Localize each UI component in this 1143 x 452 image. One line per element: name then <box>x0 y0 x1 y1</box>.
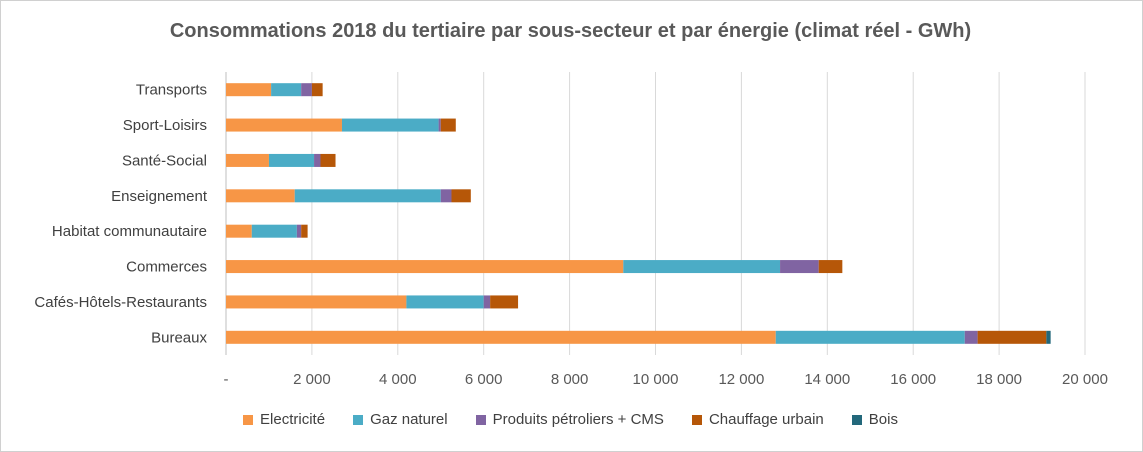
bar-segment <box>1046 330 1051 344</box>
bar-segment <box>271 83 302 97</box>
bar-segment <box>301 224 308 238</box>
bar-segment <box>226 118 342 132</box>
legend-label: Chauffage urbain <box>708 411 824 428</box>
legend-label: Electricité <box>260 411 326 428</box>
bar-segment <box>440 118 456 132</box>
category-label: Santé-Social <box>122 152 207 169</box>
bar-segment <box>226 224 252 238</box>
bar-segment <box>294 189 441 203</box>
bar-segment <box>341 118 439 132</box>
category-label: Commerces <box>126 259 207 276</box>
category-label: Enseignement <box>111 188 208 205</box>
legend-swatch <box>851 414 862 425</box>
bar-segment <box>964 330 978 344</box>
legend-item: Bois <box>851 411 898 428</box>
bar-segment <box>406 295 484 309</box>
legend-item: Produits pétroliers + CMS <box>475 411 664 428</box>
bar-segment <box>226 330 776 344</box>
legend-swatch <box>243 414 254 425</box>
bar-segment <box>438 118 441 132</box>
bar-segment <box>226 83 272 97</box>
bar-segment <box>226 260 624 274</box>
x-tick-label: 10 000 <box>633 371 679 388</box>
bar-segment <box>311 83 323 97</box>
bar-segment <box>320 153 336 167</box>
x-tick-label: 6 000 <box>465 371 503 388</box>
legend-swatch <box>353 414 364 425</box>
legend-label: Gaz naturel <box>370 411 448 428</box>
bar-segment <box>775 330 965 344</box>
bar-segment <box>268 153 315 167</box>
legend-item: Gaz naturel <box>353 411 448 428</box>
bar-segment <box>977 330 1047 344</box>
x-tick-label: - <box>224 371 229 388</box>
x-tick-label: 12 000 <box>718 371 764 388</box>
x-tick-label: 8 000 <box>551 371 589 388</box>
legend-item: Chauffage urbain <box>691 411 824 428</box>
x-tick-label: 18 000 <box>976 371 1022 388</box>
x-tick-label: 2 000 <box>293 371 331 388</box>
bar-segment <box>296 224 302 238</box>
bar-segment <box>483 295 491 309</box>
x-tick-label: 14 000 <box>804 371 850 388</box>
bar-segment <box>226 295 407 309</box>
bar-segment <box>818 260 843 274</box>
bar-segment <box>490 295 519 309</box>
bar-segment <box>226 153 269 167</box>
bar-segment <box>451 189 471 203</box>
x-tick-label: 20 000 <box>1062 371 1108 388</box>
bar-segment <box>301 83 312 97</box>
legend-label: Produits pétroliers + CMS <box>492 411 664 428</box>
bar-segment <box>440 189 452 203</box>
x-tick-label: 16 000 <box>890 371 936 388</box>
bar-segment <box>251 224 297 238</box>
legend-swatch <box>475 414 486 425</box>
legend-item: Electricité <box>243 411 325 428</box>
chart-title: Consommations 2018 du tertiaire par sous… <box>169 20 972 42</box>
x-tick-label: 4 000 <box>379 371 417 388</box>
category-label: Cafés-Hôtels-Restaurants <box>34 294 207 311</box>
bar-segment <box>314 153 321 167</box>
category-label: Bureaux <box>151 329 207 346</box>
bar-segment <box>226 189 295 203</box>
bar-segment <box>623 260 781 274</box>
legend-swatch <box>691 414 702 425</box>
category-label: Transports <box>136 82 207 99</box>
legend: Electricité Gaz naturel Produits pétrolier… <box>0 411 1141 428</box>
category-label: Sport-Loisirs <box>123 117 207 134</box>
category-label: Habitat communautaire <box>52 223 207 240</box>
legend-label: Bois <box>868 411 898 428</box>
bar-segment <box>780 260 819 274</box>
